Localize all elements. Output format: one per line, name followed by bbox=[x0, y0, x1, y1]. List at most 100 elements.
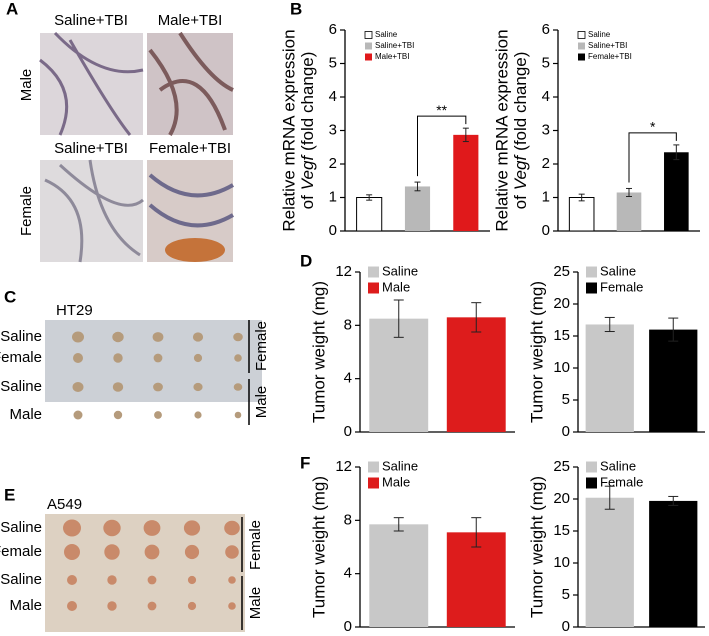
tumor bbox=[112, 382, 124, 392]
row-label: Male bbox=[18, 69, 35, 102]
tumor bbox=[72, 382, 84, 392]
y-tick-label: 6 bbox=[329, 21, 337, 38]
bar bbox=[404, 186, 431, 231]
tumor bbox=[67, 575, 77, 585]
image-title: Female+TBI bbox=[149, 140, 231, 157]
tissue-fold bbox=[44, 159, 144, 263]
legend-swatch bbox=[365, 53, 372, 61]
y-tick-label: 12 bbox=[335, 263, 352, 280]
y-axis-label-part: Vegf bbox=[511, 154, 530, 191]
row-label: Saline bbox=[0, 519, 42, 536]
tumor bbox=[193, 353, 203, 363]
y-tick-label: 0 bbox=[344, 423, 352, 440]
y-tick-label: 2 bbox=[329, 155, 337, 172]
row-label: Saline bbox=[0, 328, 42, 345]
tumor bbox=[224, 520, 240, 536]
error-bar bbox=[462, 127, 469, 143]
y-tick-label: 25 bbox=[553, 263, 570, 280]
legend-label: Saline bbox=[375, 30, 398, 39]
tumor bbox=[113, 410, 123, 420]
error-bar bbox=[414, 181, 421, 192]
y-axis-label-part: of bbox=[298, 195, 317, 209]
tumor bbox=[103, 519, 121, 537]
y-tick-label: 0 bbox=[344, 618, 352, 635]
tumor bbox=[234, 354, 242, 362]
legend-label: Saline+TBI bbox=[588, 41, 627, 50]
image-title: Male+TBI bbox=[158, 12, 223, 29]
group-label: Female bbox=[253, 321, 270, 371]
legend-swatch bbox=[578, 42, 585, 50]
y-axis-label: Relative mRNA expression bbox=[492, 29, 511, 231]
row-label: Male bbox=[9, 597, 42, 614]
error-bar bbox=[393, 517, 404, 532]
group-label: Female bbox=[247, 520, 264, 570]
legend-label: Saline bbox=[382, 263, 418, 278]
tumor bbox=[112, 331, 124, 343]
error-bar bbox=[604, 485, 615, 510]
panel-letter: B bbox=[290, 0, 302, 18]
tumor bbox=[225, 545, 239, 559]
legend-swatch bbox=[365, 42, 372, 50]
tumor bbox=[187, 575, 197, 585]
legend-label: Male bbox=[382, 474, 410, 489]
legend-swatch bbox=[368, 266, 379, 278]
cell-line: HT29 bbox=[56, 302, 93, 319]
bar bbox=[446, 532, 506, 627]
tumor bbox=[147, 575, 157, 585]
legend-label: Male+TBI bbox=[375, 52, 409, 61]
y-tick-label: 8 bbox=[344, 316, 352, 333]
cell-line: A549 bbox=[47, 496, 82, 513]
tumor bbox=[154, 411, 162, 419]
y-tick-label: 5 bbox=[562, 391, 570, 408]
legend-swatch bbox=[368, 282, 379, 294]
error-bar bbox=[393, 299, 404, 338]
y-tick-label: 1 bbox=[329, 188, 337, 205]
tissue-fold bbox=[39, 31, 144, 136]
y-tick-label: 5 bbox=[542, 54, 550, 71]
tumor bbox=[152, 332, 164, 342]
y-tick-label: 25 bbox=[553, 458, 570, 475]
significance-label: * bbox=[650, 119, 656, 135]
histology-images bbox=[39, 31, 235, 263]
y-tick-label: 10 bbox=[553, 359, 570, 376]
y-tick-label: 12 bbox=[335, 458, 352, 475]
legend-swatch bbox=[364, 31, 373, 39]
legend-swatch bbox=[586, 282, 597, 294]
legend-label: Saline bbox=[600, 458, 636, 473]
image-title: Saline+TBI bbox=[54, 140, 128, 157]
tumor bbox=[187, 601, 197, 611]
legend-label: Saline+TBI bbox=[375, 41, 414, 50]
tissue-fold bbox=[148, 173, 235, 228]
row-label: Female bbox=[0, 349, 42, 366]
tumor bbox=[144, 544, 160, 560]
y-tick-label: 4 bbox=[344, 370, 352, 387]
y-tick-label: 0 bbox=[329, 222, 337, 239]
y-tick-label: 15 bbox=[553, 327, 570, 344]
tumor bbox=[234, 411, 242, 419]
bar bbox=[585, 324, 634, 432]
error-bar bbox=[626, 187, 632, 197]
tumor bbox=[228, 602, 236, 610]
tumor bbox=[147, 601, 157, 611]
y-tick-label: 10 bbox=[553, 554, 570, 571]
group-label: Male bbox=[253, 386, 270, 419]
y-tick-label: 3 bbox=[329, 121, 337, 138]
legend-label: Saline bbox=[588, 30, 611, 39]
bar bbox=[356, 197, 383, 232]
tumor bbox=[113, 353, 123, 363]
y-tick-label: 15 bbox=[553, 522, 570, 539]
legend-swatch bbox=[578, 53, 585, 61]
significance-label: ** bbox=[436, 102, 447, 118]
error-bar bbox=[578, 193, 585, 202]
legend-label: Female+TBI bbox=[588, 52, 632, 61]
y-tick-label: 0 bbox=[542, 222, 550, 239]
tumor bbox=[143, 520, 161, 536]
y-axis-label: of Vegf (fold change) bbox=[511, 52, 530, 210]
legend-swatch bbox=[368, 477, 379, 489]
legend-swatch bbox=[586, 266, 597, 278]
row-label: Male bbox=[9, 406, 42, 423]
bar bbox=[616, 192, 642, 231]
panel-letter: C bbox=[4, 287, 16, 306]
significance-bracket bbox=[628, 132, 677, 183]
